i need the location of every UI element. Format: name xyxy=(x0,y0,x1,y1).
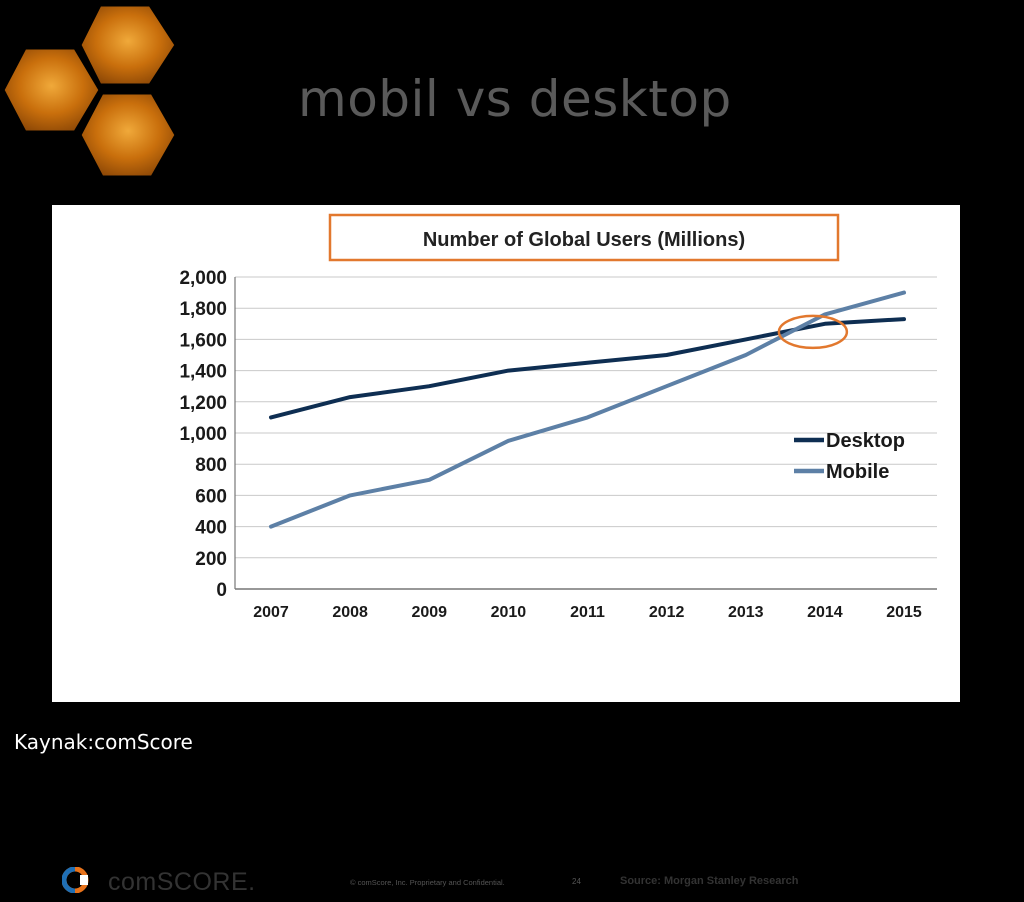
series-lines xyxy=(271,293,904,527)
y-tick-label: 400 xyxy=(195,518,227,539)
footer: comSCORE. © comScore, Inc. Proprietary a… xyxy=(52,855,960,902)
slide-title: mobil vs desktop xyxy=(298,70,732,128)
x-tick-label: 2008 xyxy=(332,604,368,621)
y-tick-label: 1,800 xyxy=(179,299,227,320)
x-tick-label: 2012 xyxy=(649,604,685,621)
comscore-brand: comSCORE. xyxy=(108,868,256,897)
hexagon-bottom xyxy=(80,93,176,177)
x-tick-label: 2007 xyxy=(253,604,289,621)
source-caption: Kaynak:comScore xyxy=(14,730,193,754)
line-chart: Number of Global Users (Millions) 0 200 40… xyxy=(52,205,960,655)
legend-label: Desktop xyxy=(826,430,905,452)
y-tick-label: 800 xyxy=(195,455,227,476)
hexagon-logo xyxy=(0,0,185,185)
source-note: Source: Morgan Stanley Research xyxy=(620,875,799,887)
legend: Desktop Mobile xyxy=(794,430,905,483)
chart-title: Number of Global Users (Millions) xyxy=(423,229,745,251)
y-tick-label: 1,600 xyxy=(179,330,227,351)
x-tick-label: 2010 xyxy=(491,604,527,621)
legend-label: Mobile xyxy=(826,461,889,483)
x-tick-label: 2013 xyxy=(728,604,764,621)
comscore-logo-icon xyxy=(62,867,102,893)
x-tick-label: 2009 xyxy=(411,604,447,621)
y-tick-label: 1,400 xyxy=(179,362,227,383)
y-tick-label: 2,000 xyxy=(179,268,227,289)
copyright-text: © comScore, Inc. Proprietary and Confide… xyxy=(350,878,505,887)
hexagon-left xyxy=(3,48,100,132)
y-tick-label: 600 xyxy=(195,486,227,507)
x-tick-label: 2014 xyxy=(807,604,843,621)
series-line-desktop xyxy=(271,319,904,417)
y-tick-label: 1,200 xyxy=(179,393,227,414)
chart-panel: Number of Global Users (Millions) 0 200 40… xyxy=(52,205,960,702)
hexagon-top xyxy=(80,5,176,85)
x-tick-label: 2015 xyxy=(886,604,922,621)
y-tick-label: 0 xyxy=(216,580,227,601)
y-tick-label: 200 xyxy=(195,549,227,570)
page-number: 24 xyxy=(572,877,581,886)
x-tick-label: 2011 xyxy=(570,604,605,621)
y-tick-label: 1,000 xyxy=(179,424,227,445)
